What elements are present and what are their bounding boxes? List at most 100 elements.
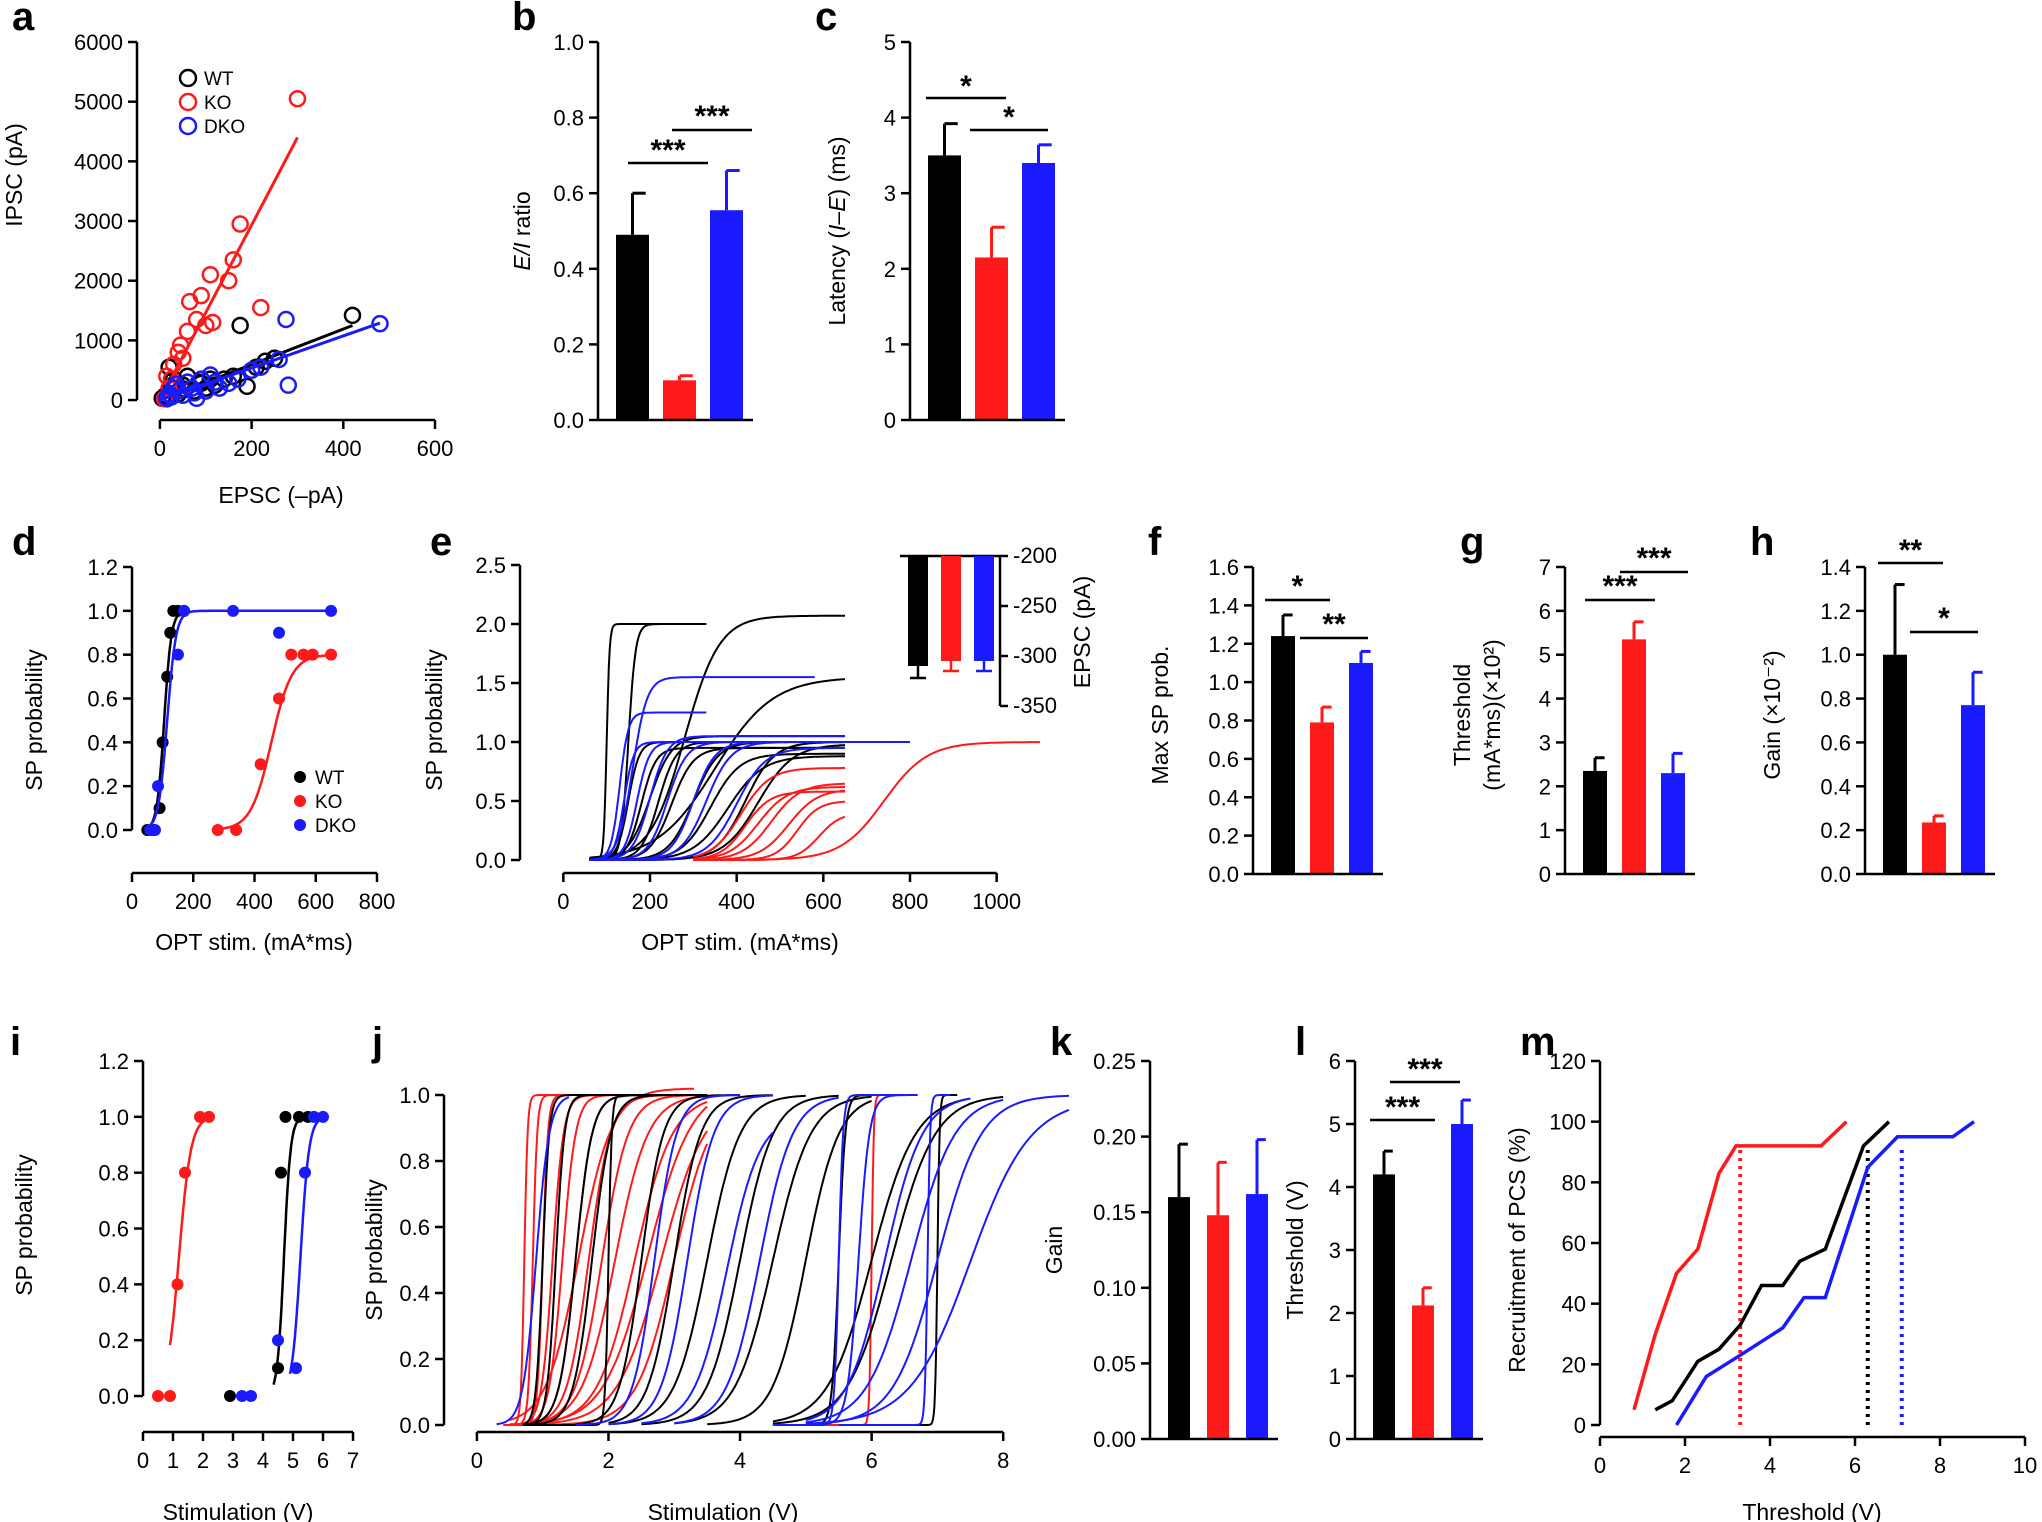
- x-tick-label: 4: [1764, 1453, 1776, 1478]
- y-tick-label: 100: [1549, 1110, 1586, 1135]
- legend-marker-dko: [178, 116, 198, 136]
- x-axis-label: OPT stim. (mA*ms): [641, 929, 839, 955]
- y-tick-label: 4000: [74, 149, 123, 174]
- bar-ko: [1207, 1215, 1229, 1439]
- inset-y-axis-label: EPSC (pA): [1069, 576, 1095, 688]
- y-tick-label: 0.8: [98, 1161, 129, 1186]
- y-tick-label: 0.2: [399, 1347, 430, 1372]
- sp-curve-ko: [693, 790, 845, 860]
- sp-curve-ko: [509, 1105, 708, 1426]
- y-tick-label: 20: [1562, 1352, 1586, 1377]
- y-tick-label: 0.4: [1208, 785, 1239, 810]
- x-tick-label: 400: [718, 889, 755, 914]
- bar-dko: [1246, 1194, 1268, 1439]
- sp-curve-wt: [522, 1094, 622, 1426]
- data-point-dko: [236, 1390, 248, 1403]
- y-tick-label: 5: [884, 30, 896, 55]
- y-tick-label: 0.2: [87, 774, 118, 799]
- inset-y-tick-label: -350: [1013, 693, 1057, 718]
- y-tick-label: 7: [1539, 555, 1551, 580]
- y-tick-label: 0.6: [399, 1215, 430, 1240]
- y-tick-label: 5: [1539, 643, 1551, 668]
- y-tick-label: 6000: [74, 30, 123, 55]
- y-tick-label: 1: [884, 332, 896, 357]
- bar-ko: [1922, 822, 1946, 874]
- panel-letter: f: [1148, 520, 1162, 564]
- bar-ko: [1412, 1305, 1434, 1439]
- y-tick-label: 0.4: [87, 730, 118, 755]
- significance-stars: *: [1003, 101, 1015, 134]
- data-point-ko: [288, 89, 307, 108]
- data-point-dko: [279, 376, 298, 394]
- sp-curve-dko: [589, 711, 707, 861]
- y-tick-label: 0.05: [1093, 1351, 1136, 1376]
- sp-curve-dko: [805, 1098, 1004, 1424]
- panel-c-axes: 0 1 2 3 4 5: [884, 30, 912, 433]
- y-tick-label: 1.0: [475, 730, 506, 755]
- data-point-ko: [192, 286, 210, 305]
- bar-dko: [710, 210, 743, 420]
- inset-bar-dko: [974, 556, 994, 661]
- data-point-ko: [224, 251, 243, 269]
- x-tick-label: 8: [997, 1448, 1009, 1473]
- y-tick-label: 2.0: [475, 612, 506, 637]
- data-point-wt: [343, 306, 362, 325]
- x-tick-label: 800: [359, 889, 396, 914]
- x-tick-label: 1: [167, 1448, 179, 1473]
- x-tick-label: 1000: [972, 889, 1021, 914]
- data-point-ko: [231, 215, 249, 233]
- y-tick-label: 0.4: [98, 1272, 129, 1297]
- y-tick-label: 0.4: [399, 1281, 430, 1306]
- x-tick-label: 2: [602, 1448, 614, 1473]
- panel-j-axes: 0.0 0.2 0.4 0.6 0.8 1.0 0 2 4 6 8: [399, 1083, 1009, 1473]
- data-point-wt: [275, 1166, 287, 1179]
- significance-stars: ***: [1385, 1091, 1420, 1124]
- y-tick-label: 6: [1329, 1049, 1341, 1074]
- y-tick-label: 0: [1329, 1427, 1341, 1452]
- panel-f-axes: 0.0 0.2 0.4 0.6 0.8 1.0 1.2 1.4 1.6: [1208, 555, 1255, 887]
- x-tick-label: 600: [805, 889, 842, 914]
- x-tick-label: 5: [287, 1448, 299, 1473]
- data-point-ko: [203, 313, 222, 332]
- cumulative-line-dko: [1675, 1120, 1976, 1426]
- data-point-dko: [371, 314, 389, 333]
- x-tick-label: 200: [632, 889, 669, 914]
- y-axis-label: Recruitment of PCS (%): [1504, 1127, 1530, 1372]
- sp-curve-wt: [589, 678, 846, 859]
- bar-ko: [663, 380, 696, 420]
- y-label-rest: ratio: [509, 191, 535, 242]
- y-tick-label: 2.5: [475, 553, 506, 578]
- y-tick-label: 1.2: [1820, 599, 1851, 624]
- y-tick-label: 0.8: [1208, 709, 1239, 734]
- panel-l-axes: 0 1 2 3 4 5 6: [1329, 1049, 1357, 1452]
- data-point-dko: [152, 780, 165, 793]
- significance-stars: ***: [1602, 570, 1637, 603]
- y-axis-label: Threshold (V): [1282, 1180, 1308, 1319]
- fit-line-ko: [158, 136, 299, 401]
- x-axis-label: Threshold (V): [1742, 1499, 1881, 1522]
- sp-curve-wt: [522, 1094, 708, 1426]
- x-tick-label: 4: [257, 1448, 269, 1473]
- legend-marker-dko: [294, 819, 306, 831]
- sp-curve-dko: [838, 1094, 951, 1426]
- y-tick-label: 2: [884, 257, 896, 282]
- y-tick-label: 0.6: [1208, 747, 1239, 772]
- legend-label-ko: KO: [315, 792, 342, 813]
- data-point-ko: [273, 692, 285, 705]
- bar-wt: [1373, 1174, 1395, 1439]
- y-tick-label: 0.25: [1093, 1049, 1136, 1074]
- fit-line-dko: [159, 321, 381, 402]
- data-point-wt: [164, 626, 177, 639]
- sp-curve-dko: [641, 1131, 774, 1425]
- sp-curve-wt: [589, 614, 845, 860]
- y-label-post: ) (ms): [824, 136, 850, 196]
- bar-dko: [1349, 662, 1373, 874]
- y-label-italic: E/I: [509, 242, 535, 271]
- y-tick-label: 0.5: [475, 789, 506, 814]
- legend-label-dko: DKO: [315, 816, 356, 837]
- panel-letter: e: [430, 520, 452, 564]
- data-point-dko: [299, 1166, 311, 1179]
- bar-wt: [1271, 636, 1295, 874]
- data-point-ko: [203, 1110, 215, 1123]
- data-point-dko: [277, 310, 295, 329]
